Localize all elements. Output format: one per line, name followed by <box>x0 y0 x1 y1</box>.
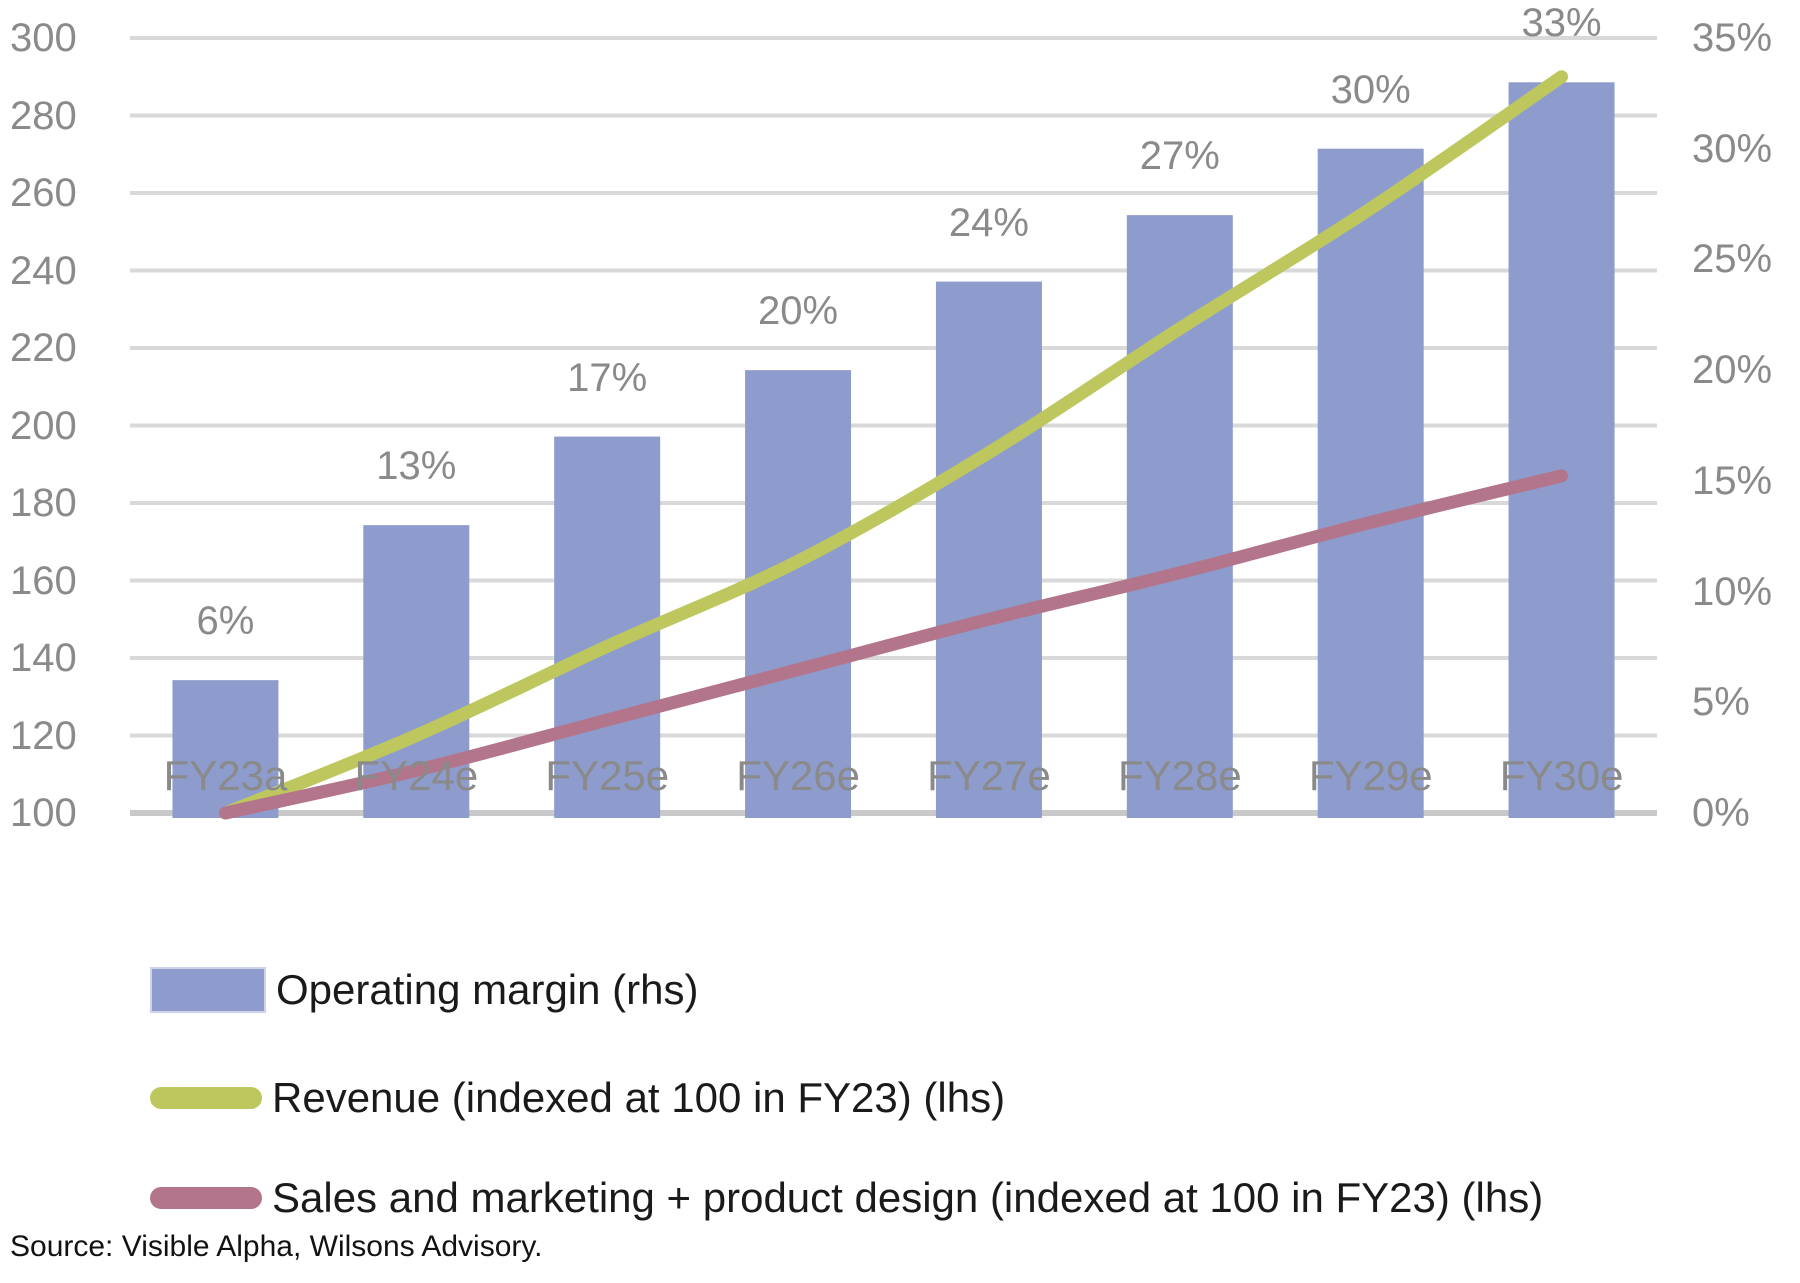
x-axis-label-fy27e: FY27e <box>927 752 1051 799</box>
right-axis-tick: 5% <box>1692 680 1750 725</box>
left-axis-tick: 140 <box>10 636 77 680</box>
left-axis-tick: 260 <box>10 171 77 215</box>
right-axis-tick: 25% <box>1692 237 1773 282</box>
right-axis-tick: 20% <box>1692 348 1773 393</box>
left-axis-tick: 280 <box>10 93 77 138</box>
bar-value-label: 17% <box>567 355 648 400</box>
right-axis-tick: 10% <box>1692 569 1773 614</box>
bar-value-label: 27% <box>1139 134 1220 179</box>
x-axis-label-fy30e: FY30e <box>1499 752 1624 799</box>
left-axis-tick: 120 <box>10 713 77 758</box>
x-axis-label-fy25e: FY25e <box>545 752 670 799</box>
legend-label-operating-margin: Operating margin (rhs) <box>276 966 699 1013</box>
bar-value-label: 33% <box>1521 1 1602 46</box>
x-axis-label-fy23a: FY23a <box>163 752 288 799</box>
x-axis-label-fy26e: FY26e <box>736 752 860 799</box>
bar-value-label: 13% <box>376 444 457 489</box>
left-axis-tick: 300 <box>10 16 77 60</box>
legend-swatch-operating-margin <box>150 967 266 1013</box>
bar-fy26e <box>745 370 852 818</box>
bar-fy30e <box>1508 82 1615 819</box>
legend-label-revenue: Revenue (indexed at 100 in FY23) (lhs) <box>272 1074 1006 1121</box>
right-axis-tick: 35% <box>1692 16 1773 60</box>
legend-label-sales-marketing: Sales and marketing + product design (in… <box>272 1174 1544 1221</box>
left-axis-tick: 240 <box>10 248 77 293</box>
left-axis-tick: 200 <box>10 403 77 448</box>
bar-value-label: 24% <box>948 200 1029 245</box>
bar-value-label: 6% <box>196 599 255 644</box>
x-axis-label-fy24e: FY24e <box>354 752 479 799</box>
revenue-line <box>218 70 1569 820</box>
bar-value-label: 20% <box>758 289 839 334</box>
source-note: Source: Visible Alpha, Wilsons Advisory. <box>10 1230 543 1263</box>
x-axis-label-fy29e: FY29e <box>1308 752 1433 799</box>
legend-item-revenue: Revenue (indexed at 100 in FY23) (lhs) <box>150 1072 1005 1124</box>
right-axis-tick: 0% <box>1692 791 1750 835</box>
legend-swatch-sales-marketing <box>150 1187 262 1209</box>
legend-item-sales-marketing: Sales and marketing + product design (in… <box>150 1172 1543 1224</box>
x-axis-label-fy28e: FY28e <box>1117 752 1242 799</box>
bar-fy28e <box>1126 215 1233 819</box>
right-axis-tick: 15% <box>1692 458 1773 503</box>
legend-item-operating-margin: Operating margin (rhs) <box>150 964 698 1016</box>
left-axis-tick: 220 <box>10 326 77 370</box>
bar-fy29e <box>1317 148 1424 818</box>
left-axis-tick: 180 <box>10 481 77 525</box>
bar-fy27e <box>935 281 1042 819</box>
right-axis-tick: 30% <box>1692 126 1773 171</box>
legend-swatch-revenue <box>150 1087 262 1109</box>
bar-value-label: 30% <box>1330 67 1411 112</box>
sales-marketing-line <box>218 469 1569 820</box>
left-axis-tick: 100 <box>10 791 77 835</box>
left-axis-tick: 160 <box>10 558 77 603</box>
